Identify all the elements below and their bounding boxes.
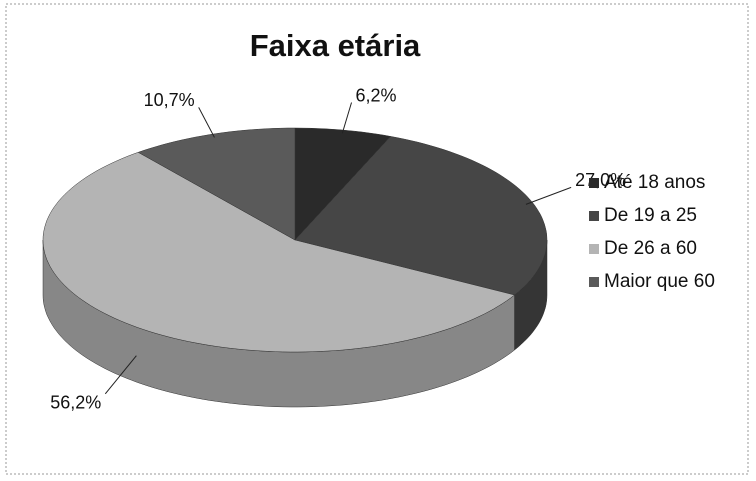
legend-swatch <box>589 277 599 287</box>
slice <box>42 152 516 353</box>
slice <box>137 127 296 241</box>
leader-line <box>525 186 572 205</box>
legend-label: De 19 a 25 <box>604 205 697 226</box>
legend-swatch <box>589 211 599 221</box>
data-label: 6,2% <box>356 85 397 105</box>
leader-line <box>198 107 215 138</box>
legend-label: De 26 a 60 <box>604 238 697 259</box>
leader-line <box>341 102 353 134</box>
legend-label: Até 18 anos <box>604 172 705 193</box>
pie: 6,2% 27,0% 56,2% 10,7% <box>42 85 626 413</box>
data-label: 27,0% <box>575 170 626 190</box>
data-label: 10,7% <box>144 90 195 110</box>
chart-title: Faixa etária <box>250 28 421 63</box>
leader-line <box>104 355 137 395</box>
legend-label: Maior que 60 <box>604 271 715 292</box>
slice <box>294 136 548 296</box>
data-label: 56,2% <box>50 393 101 413</box>
legend-swatch <box>589 244 599 254</box>
legend: Até 18 anos De 19 a 25 De 26 a 60 Maior que… <box>589 172 715 292</box>
legend-swatch <box>589 178 599 188</box>
